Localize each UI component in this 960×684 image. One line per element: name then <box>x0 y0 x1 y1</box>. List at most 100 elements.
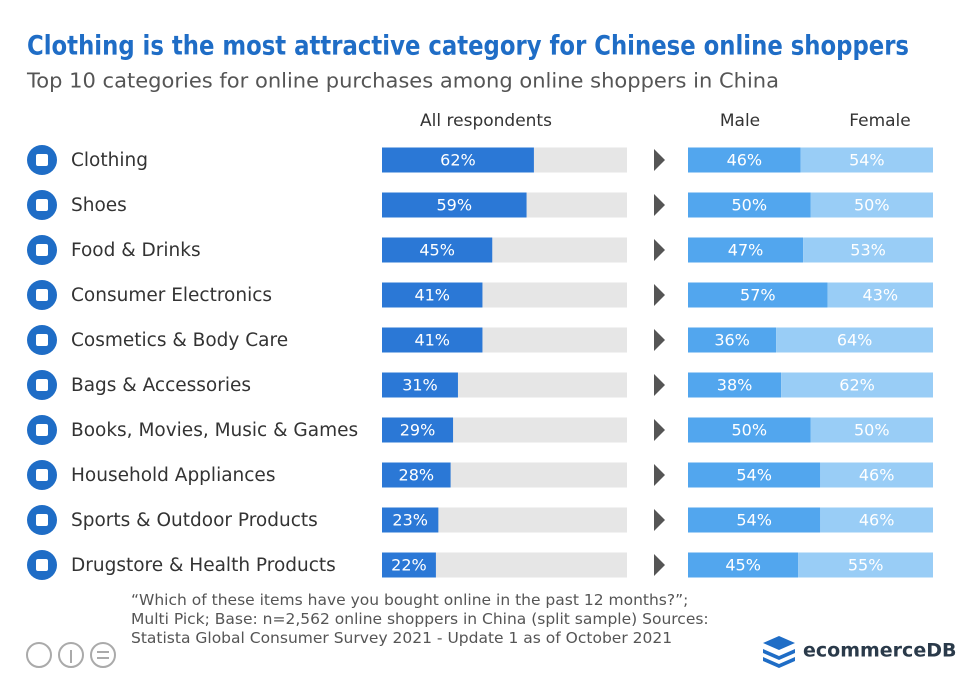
stacked-segment <box>688 507 821 533</box>
arrow <box>654 509 665 531</box>
arrow <box>654 239 665 261</box>
value-label: 22% <box>391 556 427 575</box>
category-label: Bags & Accessories <box>71 375 251 396</box>
category-icon-glyph <box>36 379 48 391</box>
value-label: 45% <box>725 556 761 575</box>
bar <box>382 552 436 578</box>
category-icon-glyph <box>36 244 48 256</box>
brand-logo <box>763 636 795 668</box>
stacked-segment <box>803 237 933 263</box>
stacked-segment <box>800 147 933 173</box>
value-label: 50% <box>731 196 767 215</box>
category-icon-glyph <box>36 559 48 571</box>
value-label: 46% <box>859 511 895 530</box>
bar <box>382 282 483 308</box>
bar <box>382 237 493 263</box>
chart-subtitle: Top 10 categories for online purchases a… <box>26 69 779 93</box>
arrow <box>654 284 665 306</box>
stacked-segment <box>776 327 933 353</box>
arrow <box>654 464 665 486</box>
category-label: Household Appliances <box>71 465 275 486</box>
chart-title: Clothing is the most attractive category… <box>27 31 909 62</box>
value-label: 54% <box>849 151 885 170</box>
bar <box>382 417 454 443</box>
stacked-segment <box>688 237 804 263</box>
column-header: Female <box>849 111 910 131</box>
license-icons <box>26 642 116 668</box>
value-label: 31% <box>402 376 438 395</box>
value-label: 41% <box>414 286 450 305</box>
bar <box>382 372 458 398</box>
category-label: Books, Movies, Music & Games <box>71 420 358 441</box>
value-label: 28% <box>399 466 435 485</box>
category-label: Cosmetics & Body Care <box>71 330 288 351</box>
arrow <box>654 329 665 351</box>
category-label: Sports & Outdoor Products <box>71 510 318 531</box>
category-label: Food & Drinks <box>71 240 201 261</box>
value-label: 62% <box>440 151 476 170</box>
value-label: 54% <box>736 466 772 485</box>
stacked-segment <box>688 462 821 488</box>
stacked-segment <box>810 417 933 443</box>
stacked-segment <box>810 192 933 218</box>
value-label: 59% <box>436 196 472 215</box>
category-label: Shoes <box>71 195 127 216</box>
category-label: Drugstore & Health Products <box>71 555 336 576</box>
value-label: 54% <box>736 511 772 530</box>
bar <box>382 192 527 218</box>
stacked-segment <box>688 327 777 353</box>
arrow <box>654 149 665 171</box>
category-icon-glyph <box>36 154 48 166</box>
category-label: Consumer Electronics <box>71 285 272 306</box>
bar <box>382 462 451 488</box>
stacked-segment <box>688 147 801 173</box>
arrow <box>654 374 665 396</box>
stacked-segment <box>798 552 933 578</box>
stacked-segment <box>688 552 799 578</box>
column-header: All respondents <box>420 111 552 131</box>
bar <box>382 147 534 173</box>
stacked-segment <box>827 282 933 308</box>
value-label: 23% <box>392 511 428 530</box>
value-label: 53% <box>850 241 886 260</box>
arrow <box>654 194 665 216</box>
stacked-segment <box>688 192 811 218</box>
value-label: 50% <box>854 196 890 215</box>
brand-name: ecommerceDB <box>803 640 956 662</box>
value-label: 43% <box>863 286 899 305</box>
value-label: 46% <box>859 466 895 485</box>
stacked-segment <box>820 507 933 533</box>
value-label: 47% <box>728 241 764 260</box>
category-icon-glyph <box>36 469 48 481</box>
bar <box>382 327 483 353</box>
value-label: 45% <box>419 241 455 260</box>
arrow <box>654 419 665 441</box>
value-label: 29% <box>400 421 436 440</box>
value-label: 36% <box>714 331 750 350</box>
category-icon-glyph <box>36 199 48 211</box>
value-label: 41% <box>414 331 450 350</box>
value-label: 50% <box>731 421 767 440</box>
category-icon-glyph <box>36 514 48 526</box>
bar <box>382 507 439 533</box>
source-note: “Which of these items have you bought on… <box>131 591 709 647</box>
value-label: 64% <box>837 331 873 350</box>
column-header: Male <box>720 111 760 131</box>
stacked-segment <box>688 282 828 308</box>
value-label: 50% <box>854 421 890 440</box>
arrow <box>654 554 665 576</box>
value-label: 46% <box>727 151 763 170</box>
category-icon-glyph <box>36 289 48 301</box>
value-label: 62% <box>839 376 875 395</box>
value-label: 57% <box>740 286 776 305</box>
category-icon-glyph <box>36 424 48 436</box>
category-label: Clothing <box>71 150 148 171</box>
stacked-segment <box>688 417 811 443</box>
category-icon-glyph <box>36 334 48 346</box>
stacked-segment <box>781 372 933 398</box>
stacked-segment <box>820 462 933 488</box>
value-label: 55% <box>848 556 884 575</box>
stacked-segment <box>688 372 782 398</box>
